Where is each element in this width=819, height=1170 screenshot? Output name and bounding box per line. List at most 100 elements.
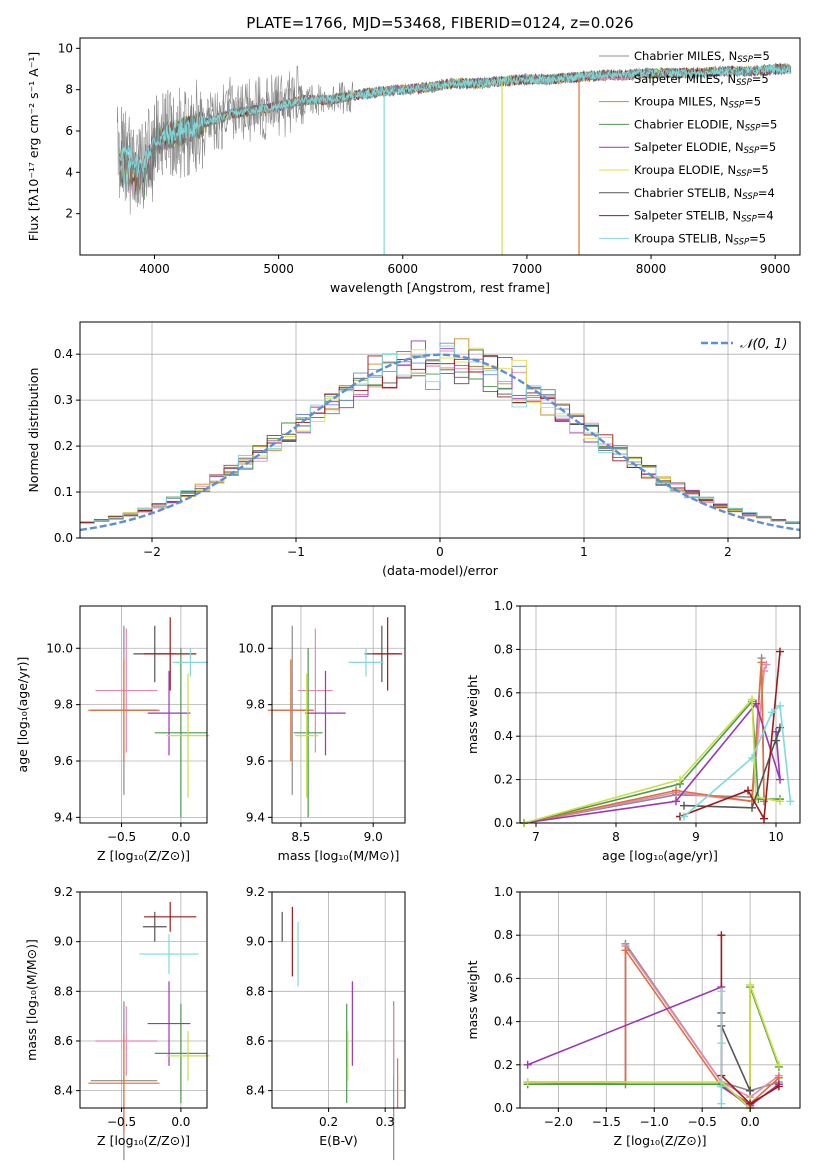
x-tick-label: 0.0 bbox=[741, 1115, 760, 1129]
x-tick-label: −0.5 bbox=[107, 1115, 136, 1129]
y-tick-label: 9.4 bbox=[54, 810, 73, 824]
legend-suffix: =4 bbox=[757, 209, 774, 223]
legend-subscript: SSP bbox=[737, 55, 753, 65]
x-tick-label: 9 bbox=[692, 830, 700, 844]
x-axis-label: E(B-V) bbox=[319, 1133, 358, 1148]
x-tick-label: 8 bbox=[612, 830, 620, 844]
y-tick-label: 0.1 bbox=[54, 485, 73, 499]
x-tick-label: −0.5 bbox=[107, 830, 136, 844]
x-axis-label: (data-model)/error bbox=[382, 563, 499, 578]
y-tick-label: 0.2 bbox=[494, 773, 513, 787]
x-tick-label: 6000 bbox=[387, 262, 418, 276]
y-tick-label: 0.0 bbox=[494, 1101, 513, 1115]
figure: PLATE=1766, MJD=53468, FIBERID=0124, z=0… bbox=[0, 0, 819, 1170]
legend-suffix: =5 bbox=[759, 140, 776, 154]
legend-subscript: SSP bbox=[734, 237, 750, 247]
y-tick-label: 9.0 bbox=[54, 935, 73, 949]
y-tick-label: 9.4 bbox=[246, 810, 265, 824]
y-tick-label: 9.2 bbox=[54, 885, 73, 899]
x-axis-label: wavelength [Angstrom, rest frame] bbox=[330, 280, 550, 295]
x-axis-label: mass [log₁₀(M/M⊙)] bbox=[278, 848, 400, 863]
y-tick-label: 0.4 bbox=[54, 347, 73, 361]
legend-suffix: =5 bbox=[744, 95, 761, 109]
y-axis-label: age [log₁₀(age/yr)] bbox=[15, 657, 30, 773]
x-tick-label: 9000 bbox=[760, 262, 791, 276]
y-tick-label: 1.0 bbox=[494, 885, 513, 899]
legend-subscript: SSP bbox=[736, 78, 752, 88]
x-axis-label: age [log₁₀(age/yr)] bbox=[602, 848, 718, 863]
y-tick-label: 0.2 bbox=[54, 439, 73, 453]
x-tick-label: 10 bbox=[768, 830, 783, 844]
y-tick-label: 0.6 bbox=[494, 971, 513, 985]
x-tick-label: 7 bbox=[532, 830, 540, 844]
y-tick-label: 0.2 bbox=[494, 1058, 513, 1072]
y-tick-label: 9.2 bbox=[246, 885, 265, 899]
y-tick-label: 4 bbox=[65, 165, 73, 179]
y-tick-label: 8.4 bbox=[54, 1084, 73, 1098]
y-axis-label: Flux [fλ10⁻¹⁷ erg cm⁻² s⁻¹ A⁻¹] bbox=[26, 52, 41, 241]
legend-subscript: SSP bbox=[736, 169, 752, 179]
y-tick-label: 10 bbox=[58, 41, 73, 55]
y-tick-label: 8.6 bbox=[246, 1034, 265, 1048]
y-tick-label: 0.3 bbox=[54, 393, 73, 407]
y-tick-label: 8.6 bbox=[54, 1034, 73, 1048]
x-tick-label: −1.0 bbox=[640, 1115, 669, 1129]
x-tick-label: 2 bbox=[724, 545, 732, 559]
x-tick-label: 5000 bbox=[263, 262, 294, 276]
legend-subscript: SSP bbox=[741, 215, 757, 225]
y-axis-label: mass [log₁₀(M/M⊙)] bbox=[24, 939, 39, 1061]
y-tick-label: 8.8 bbox=[246, 984, 265, 998]
x-tick-label: −1 bbox=[287, 545, 305, 559]
x-axis-label: Z [log₁₀(Z/Z⊙)] bbox=[97, 848, 190, 863]
y-tick-label: 9.8 bbox=[54, 698, 73, 712]
y-tick-label: 9.6 bbox=[54, 754, 73, 768]
x-axis-label: Z [log₁₀(Z/Z⊙)] bbox=[97, 1133, 190, 1148]
x-tick-label: −2.0 bbox=[544, 1115, 573, 1129]
gaussian-legend-label: 𝒩(0, 1) bbox=[740, 337, 787, 352]
y-axis-label: Normed distribution bbox=[26, 368, 41, 493]
x-tick-label: 1 bbox=[580, 545, 588, 559]
y-tick-label: 10.0 bbox=[46, 641, 73, 655]
y-tick-label: 0.8 bbox=[494, 642, 513, 656]
y-axis-label: mass weight bbox=[465, 675, 480, 754]
x-tick-label: −0.5 bbox=[688, 1115, 717, 1129]
x-tick-label: 0.3 bbox=[376, 1115, 395, 1129]
x-tick-label: 0 bbox=[436, 545, 444, 559]
y-tick-label: 8 bbox=[65, 83, 73, 97]
legend-suffix: =4 bbox=[758, 186, 775, 200]
y-tick-label: 8.4 bbox=[246, 1084, 265, 1098]
y-tick-label: 0.4 bbox=[494, 1015, 513, 1029]
y-tick-label: 0.0 bbox=[494, 816, 513, 830]
y-tick-label: 0.0 bbox=[54, 531, 73, 545]
x-tick-label: 0.0 bbox=[171, 830, 190, 844]
legend-subscript: SSP bbox=[729, 101, 745, 111]
legend-suffix: =5 bbox=[753, 49, 770, 63]
y-tick-label: 8.8 bbox=[54, 984, 73, 998]
x-tick-label: 8000 bbox=[636, 262, 667, 276]
legend-suffix: =5 bbox=[749, 231, 766, 245]
legend-subscript: SSP bbox=[744, 146, 760, 156]
x-tick-label: 8.5 bbox=[291, 830, 310, 844]
x-tick-label: −2 bbox=[143, 545, 161, 559]
x-tick-label: 9.0 bbox=[364, 830, 383, 844]
y-tick-label: 2 bbox=[65, 207, 73, 221]
y-tick-label: 9.0 bbox=[246, 935, 265, 949]
x-tick-label: 0.2 bbox=[319, 1115, 338, 1129]
legend-suffix: =5 bbox=[752, 163, 769, 177]
y-tick-label: 9.8 bbox=[246, 698, 265, 712]
legend-subscript: SSP bbox=[745, 123, 761, 133]
x-tick-label: 0.0 bbox=[171, 1115, 190, 1129]
y-tick-label: 6 bbox=[65, 124, 73, 138]
y-tick-label: 1.0 bbox=[494, 599, 513, 613]
legend-suffix: =5 bbox=[752, 72, 769, 86]
x-tick-label: −1.5 bbox=[592, 1115, 621, 1129]
x-axis-label: Z [log₁₀(Z/Z⊙)] bbox=[614, 1133, 707, 1148]
y-tick-label: 9.6 bbox=[246, 754, 265, 768]
y-axis-label: mass weight bbox=[465, 960, 480, 1039]
x-tick-label: 4000 bbox=[139, 262, 170, 276]
x-tick-label: 7000 bbox=[512, 262, 543, 276]
legend-suffix: =5 bbox=[760, 117, 777, 131]
y-tick-label: 0.8 bbox=[494, 928, 513, 942]
y-tick-label: 0.4 bbox=[494, 729, 513, 743]
y-tick-label: 0.6 bbox=[494, 686, 513, 700]
